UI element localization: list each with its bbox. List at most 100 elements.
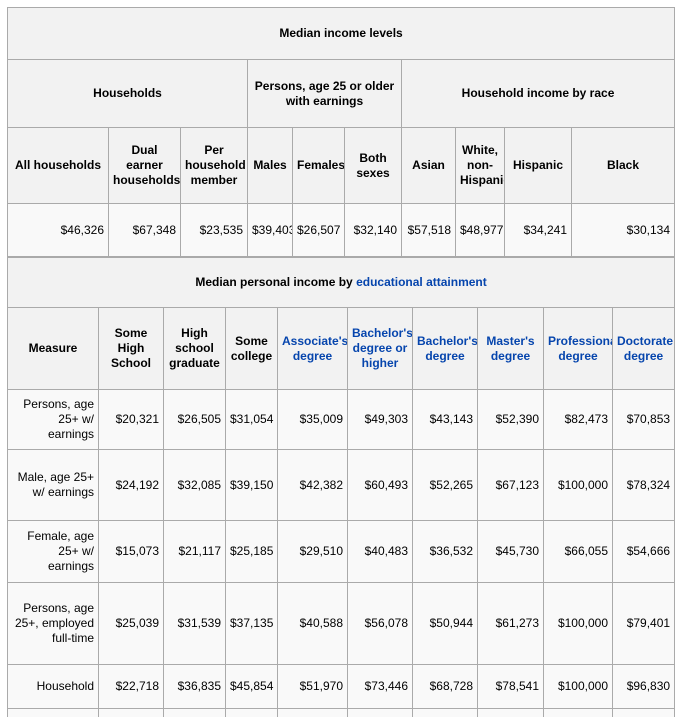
row-label-text: Persons, age 25+ w/ earnings bbox=[23, 397, 94, 441]
masters-degree-link[interactable]: Master's degree bbox=[486, 333, 535, 363]
group-header-label: Persons, age 25 or older with earnings bbox=[254, 78, 395, 108]
row-label: Male, age 25+ w/ earnings bbox=[7, 449, 99, 521]
row-label: Persons, age 25+ w/ earnings bbox=[7, 389, 99, 450]
cell-value: $82,473 bbox=[564, 412, 608, 426]
table-cell: $34,241 bbox=[504, 203, 572, 257]
cell-value: $100,000 bbox=[557, 477, 608, 492]
col-header-label: Some college bbox=[230, 333, 273, 363]
col-header-some-high-school: Some High School bbox=[98, 307, 164, 390]
row-label-text: Female, age 25+ w/ earnings bbox=[27, 529, 94, 573]
table-cell: $23,535 bbox=[180, 203, 248, 257]
table-cell: $24,192 bbox=[98, 449, 164, 521]
cell-value: $25,185 bbox=[230, 544, 274, 558]
cell-value: $78,541 bbox=[495, 679, 539, 693]
table-row-female-25-earnings: Female, age 25+ w/ earnings $15,073 $21,… bbox=[7, 520, 676, 583]
row-label-text: Persons, age 25+, employed full-time bbox=[14, 601, 94, 645]
cell-value: $45,730 bbox=[495, 544, 539, 558]
cell-value: $20,321 bbox=[115, 412, 159, 426]
table-cell: $40,483 bbox=[347, 520, 413, 583]
doctorate-degree-link[interactable]: Doctorate degree bbox=[617, 333, 674, 363]
col-header-associates-degree: Associate's degree bbox=[277, 307, 348, 390]
table-cell: $36,835 bbox=[163, 664, 226, 709]
col-header-professional-degree: Professional degree bbox=[543, 307, 613, 390]
cell-value: $51,970 bbox=[299, 679, 343, 693]
educational-attainment-link[interactable]: educational attainment bbox=[356, 275, 487, 289]
table-cell: $100,000 bbox=[543, 582, 613, 665]
row-label: Persons, age 25+, employed full-time bbox=[7, 582, 99, 665]
bachelors-degree-link[interactable]: Bachelor's degree bbox=[417, 333, 478, 363]
table-cell: $52,265 bbox=[412, 449, 478, 521]
col-header-bachelors-degree: Bachelor's degree bbox=[412, 307, 478, 390]
cell-value: $57,518 bbox=[407, 222, 451, 237]
table-cell: $26,507 bbox=[292, 203, 345, 257]
table-cell: $49,303 bbox=[347, 389, 413, 450]
table-cell: $54,666 bbox=[611, 520, 676, 583]
table-cell: $32,140 bbox=[344, 203, 402, 257]
col-header-label: Hispanic bbox=[512, 158, 563, 172]
cell-value: $37,135 bbox=[230, 616, 274, 630]
col-header-label: Per household member bbox=[185, 143, 246, 187]
cell-value: $25,039 bbox=[115, 616, 159, 630]
table-cell: $26,505 bbox=[163, 389, 226, 450]
table-cell: $39,150 bbox=[225, 449, 278, 521]
cell-value: $68,728 bbox=[429, 679, 473, 693]
table-cell: $43,143 bbox=[412, 389, 478, 450]
table-title: Median income levels bbox=[6, 7, 676, 60]
cell-value: $32,140 bbox=[353, 222, 397, 237]
group-header-persons-25-older: Persons, age 25 or older with earnings bbox=[247, 59, 402, 128]
cell-value: $36,835 bbox=[177, 679, 221, 693]
associates-degree-link[interactable]: Associate's degree bbox=[282, 333, 348, 363]
cell-value: $23,535 bbox=[199, 222, 243, 237]
cell-value: $40,588 bbox=[299, 616, 343, 630]
table-cell-empty bbox=[412, 708, 478, 717]
table-cell-empty bbox=[225, 708, 278, 717]
table-cell: $22,718 bbox=[98, 664, 164, 709]
table-cell: $70,853 bbox=[611, 389, 676, 450]
cell-value: $26,507 bbox=[297, 222, 341, 237]
table-cell: $42,382 bbox=[277, 449, 348, 521]
column-group-row: Households Persons, age 25 or older with… bbox=[7, 59, 676, 128]
table-cell-empty bbox=[163, 708, 226, 717]
median-income-levels-table: Median income levels Households Persons,… bbox=[6, 7, 676, 257]
cell-value: $100,000 bbox=[557, 679, 608, 693]
table-row: $46,326 $67,348 $23,535 $39,403 $26,507 … bbox=[7, 203, 676, 257]
col-header-hispanic: Hispanic bbox=[504, 127, 572, 204]
table-cell: $100,000 bbox=[543, 664, 613, 709]
table-cell: $78,541 bbox=[477, 664, 544, 709]
cell-value: $73,446 bbox=[364, 679, 408, 693]
col-header-asian: Asian bbox=[401, 127, 456, 204]
table-cell: $31,539 bbox=[163, 582, 226, 665]
professional-degree-link[interactable]: Professional degree bbox=[548, 333, 612, 363]
table-cell: $50,944 bbox=[412, 582, 478, 665]
table-caption-row: Median income levels bbox=[6, 7, 676, 60]
row-label: Female, age 25+ w/ earnings bbox=[7, 520, 99, 583]
table-cell: $45,730 bbox=[477, 520, 544, 583]
cell-value: $96,830 bbox=[626, 679, 671, 693]
col-header-measure: Measure bbox=[7, 307, 99, 390]
col-header-label: White, non-Hispanic bbox=[460, 143, 504, 187]
row-label: Household bbox=[7, 664, 99, 709]
cell-value: $31,539 bbox=[177, 616, 221, 630]
table-cell-empty bbox=[98, 708, 164, 717]
cell-value: $40,483 bbox=[364, 544, 408, 558]
table-cell: $79,401 bbox=[611, 582, 676, 665]
table-cell: $52,390 bbox=[477, 389, 544, 450]
table-row-persons-25-earnings: Persons, age 25+ w/ earnings $20,321 $26… bbox=[7, 389, 676, 450]
table-cell: $36,532 bbox=[412, 520, 478, 583]
col-header-label: Some High School bbox=[110, 326, 151, 370]
cell-value: $35,009 bbox=[299, 412, 343, 426]
table-cell: $60,493 bbox=[347, 449, 413, 521]
cell-value: $39,150 bbox=[230, 477, 274, 492]
col-header-label: High school graduate bbox=[169, 326, 220, 370]
table-cell: $29,510 bbox=[277, 520, 348, 583]
cell-value: $21,117 bbox=[178, 544, 222, 558]
table-caption-row: Median personal income by educational at… bbox=[6, 257, 676, 308]
table-cell: $73,446 bbox=[347, 664, 413, 709]
cell-value: $46,326 bbox=[60, 222, 104, 237]
cell-value: $24,192 bbox=[115, 477, 159, 492]
bachelors-or-higher-link[interactable]: Bachelor's degree or higher bbox=[352, 326, 413, 370]
table-cell: $21,117 bbox=[163, 520, 226, 583]
col-header-label: Asian bbox=[412, 158, 445, 172]
cell-value: $34,241 bbox=[523, 222, 567, 237]
column-header-row: Measure Some High School High school gra… bbox=[7, 307, 676, 390]
